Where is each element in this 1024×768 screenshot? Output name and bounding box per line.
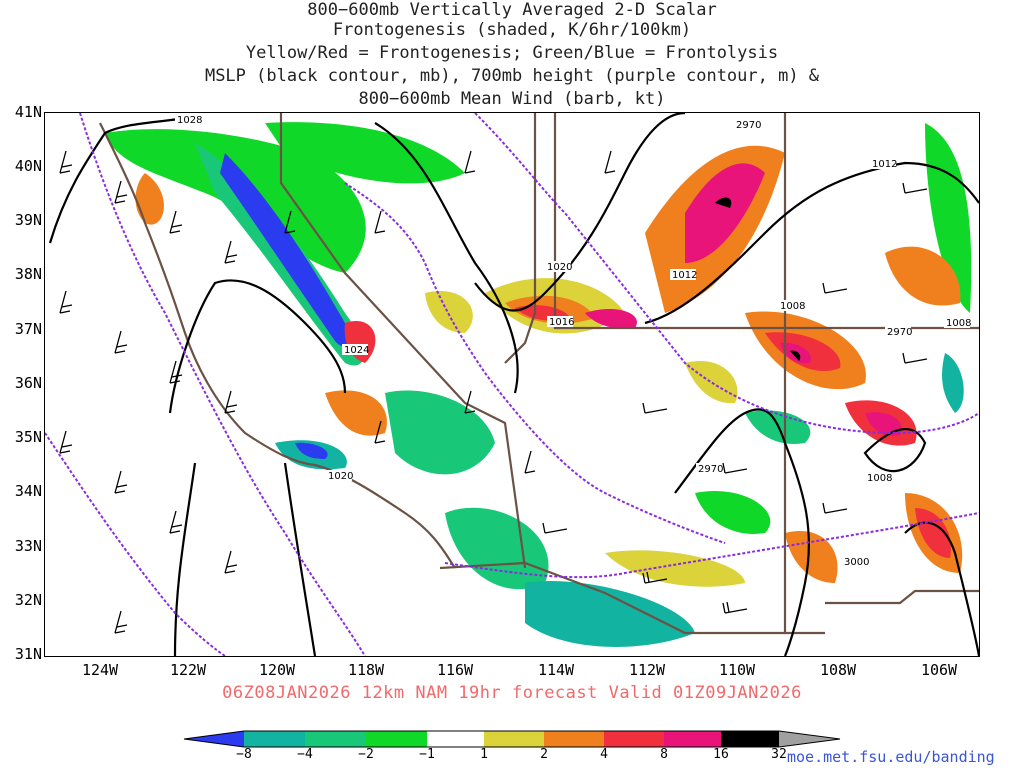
- title-line-3: Yellow/Red = Frontogenesis; Green/Blue =…: [245, 43, 779, 63]
- mslp-label: 1012: [872, 159, 897, 170]
- lat-label: 35N: [14, 428, 42, 446]
- colorbar-swatch: [604, 731, 664, 747]
- geographic-boundaries: [99, 113, 979, 635]
- colorbar-label: 32: [771, 747, 787, 762]
- lat-label: 31N: [14, 645, 42, 663]
- mslp-label: 1008: [946, 318, 971, 329]
- lon-label: 112W: [628, 661, 666, 679]
- lat-label: 39N: [14, 211, 42, 229]
- lat-label: 34N: [14, 482, 42, 500]
- lat-label: 38N: [14, 265, 42, 283]
- wind-barbs: [59, 150, 928, 634]
- colorbar-swatch: [366, 731, 427, 747]
- lon-label: 124W: [81, 661, 119, 679]
- title-line-2: Frontogenesis (shaded, K/6hr/100km): [332, 20, 692, 40]
- colorbar-label: 4: [600, 747, 608, 762]
- lat-label: 41N: [14, 103, 42, 121]
- colorbar-label: 1: [480, 747, 488, 762]
- lat-label: 37N: [14, 320, 42, 338]
- colorbar-swatch: [544, 731, 604, 747]
- frontogenesis-map: 1028 1024 1020 1020 1016 1012 1012 1008 …: [44, 112, 980, 657]
- lat-label: 33N: [14, 537, 42, 555]
- lon-label: 114W: [537, 661, 575, 679]
- height-label: 2970: [736, 120, 761, 131]
- colorbar: [183, 730, 841, 748]
- lat-label: 36N: [14, 374, 42, 392]
- lon-label: 118W: [347, 661, 385, 679]
- mslp-label: 1020: [547, 262, 572, 273]
- title-line-1: 800−600mb Vertically Averaged 2-D Scalar: [307, 0, 717, 20]
- mslp-contours: [48, 113, 979, 656]
- lon-label: 116W: [436, 661, 474, 679]
- colorbar-label: 16: [713, 747, 729, 762]
- contour-labels: 1028 1024 1020 1020 1016 1012 1012 1008 …: [175, 114, 971, 568]
- forecast-valid-label: 06Z08JAN2026 12km NAM 19hr forecast Vali…: [222, 683, 802, 703]
- colorbar-swatch: [779, 731, 840, 747]
- colorbar-swatch: [305, 731, 366, 747]
- colorbar-swatch: [427, 731, 484, 747]
- lon-label: 110W: [718, 661, 756, 679]
- mslp-label: 1008: [780, 301, 805, 312]
- mslp-label: 1012: [672, 270, 697, 281]
- mslp-label: 1028: [177, 115, 202, 126]
- title-line-5: 800−600mb Mean Wind (barb, kt): [358, 89, 666, 109]
- height-label: 3000: [844, 557, 869, 568]
- lon-label: 108W: [819, 661, 857, 679]
- colorbar-swatch: [244, 731, 305, 747]
- colorbar-swatch: [721, 731, 779, 747]
- colorbar-label: −1: [419, 747, 435, 762]
- mslp-label: 1008: [867, 473, 892, 484]
- colorbar-label: 8: [660, 747, 668, 762]
- height-label: 2970: [698, 464, 723, 475]
- frontolysis-shading: [105, 122, 972, 647]
- colorbar-swatch: [484, 731, 544, 747]
- height-label: 2970: [887, 327, 912, 338]
- mslp-label: 1024: [344, 345, 369, 356]
- lon-label: 106W: [920, 661, 958, 679]
- colorbar-label: −4: [297, 747, 313, 762]
- colorbar-label: 2: [540, 747, 548, 762]
- mslp-label: 1020: [328, 471, 353, 482]
- mslp-label: 1016: [549, 317, 574, 328]
- colorbar-swatch: [664, 731, 721, 747]
- lon-label: 122W: [169, 661, 207, 679]
- credit-link[interactable]: moe.met.fsu.edu/banding: [787, 748, 995, 766]
- lat-label: 40N: [14, 157, 42, 175]
- height-contours: [45, 113, 979, 656]
- lon-label: 120W: [258, 661, 296, 679]
- title-line-4: MSLP (black contour, mb), 700mb height (…: [204, 66, 820, 86]
- colorbar-label: −8: [236, 747, 252, 762]
- lat-label: 32N: [14, 591, 42, 609]
- colorbar-label: −2: [358, 747, 374, 762]
- colorbar-swatch: [184, 731, 244, 747]
